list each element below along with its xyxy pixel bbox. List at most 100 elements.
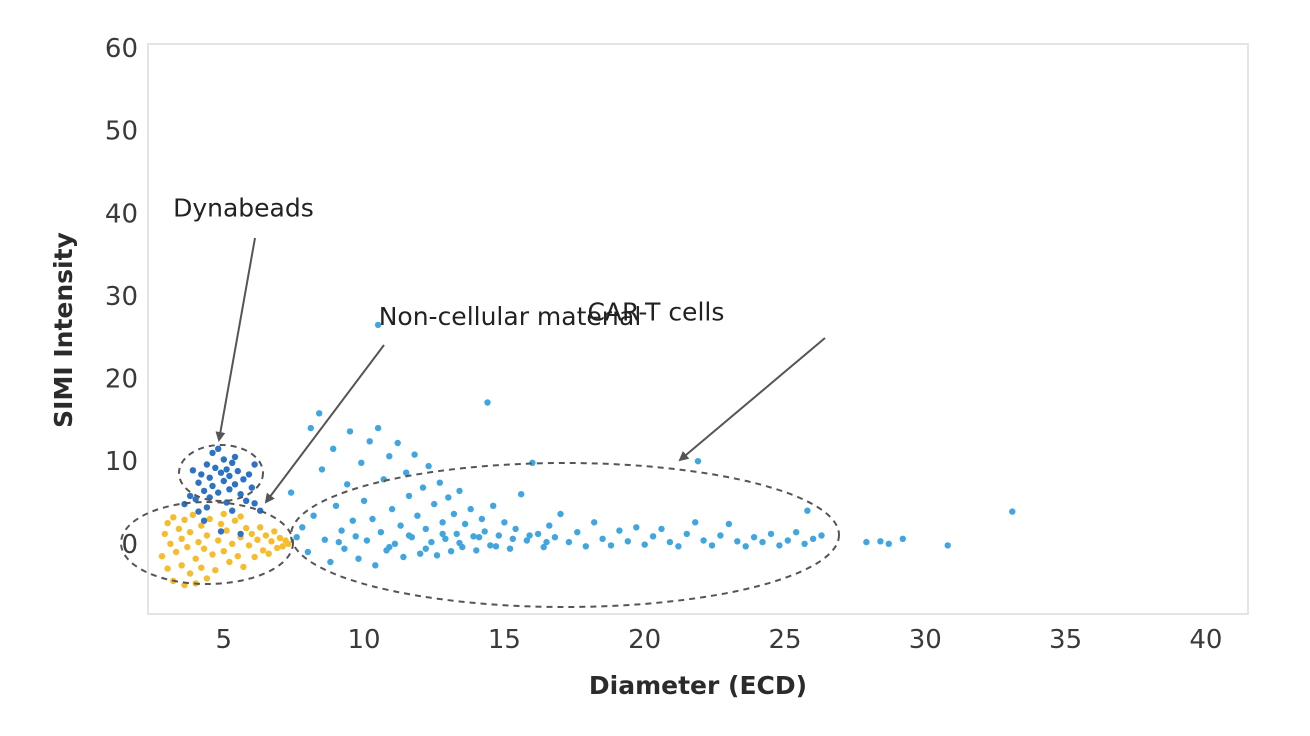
data-point [243, 524, 250, 532]
data-point [1009, 508, 1016, 515]
data-point [346, 428, 354, 435]
data-point [649, 533, 657, 540]
data-point [198, 471, 205, 478]
data-point [683, 530, 690, 538]
data-point [243, 497, 250, 504]
data-point [495, 532, 502, 539]
x-tick-label: 30 [909, 625, 942, 655]
data-point [245, 471, 253, 478]
data-point [251, 553, 258, 561]
data-point [212, 464, 219, 471]
non-cellular-arrow [264, 344, 385, 504]
data-point [231, 481, 239, 488]
data-point [206, 474, 213, 481]
data-point [405, 492, 413, 500]
x-axis-title: Diameter (ECD) [589, 671, 807, 700]
data-point [172, 548, 180, 556]
data-point [540, 543, 547, 551]
data-point [209, 482, 216, 490]
data-point [599, 535, 606, 542]
data-point [546, 522, 553, 529]
data-point [271, 528, 278, 535]
y-tick-label: 20 [105, 365, 138, 395]
data-point [212, 567, 219, 574]
data-point [551, 534, 559, 541]
data-point [461, 520, 469, 528]
data-point [265, 550, 272, 557]
data-point [181, 516, 188, 523]
data-point [229, 507, 236, 514]
data-point [478, 515, 486, 523]
data-point [372, 562, 379, 569]
data-point [304, 548, 312, 556]
data-point [206, 515, 213, 523]
data-point [192, 496, 199, 503]
data-point [456, 487, 463, 495]
data-point [276, 534, 284, 542]
data-point [809, 535, 817, 542]
data-point [257, 524, 264, 531]
data-point [557, 510, 564, 518]
data-point [245, 542, 253, 549]
x-tick-label: 40 [1189, 625, 1222, 655]
data-point [374, 321, 382, 329]
data-point [203, 532, 211, 539]
data-point [231, 517, 239, 524]
data-point [341, 545, 348, 552]
data-point [215, 537, 222, 544]
data-point [175, 525, 183, 533]
data-point [287, 489, 295, 496]
data-point [439, 530, 446, 538]
data-point [490, 502, 497, 509]
data-point [397, 522, 404, 529]
data-point [442, 535, 449, 542]
data-point [220, 510, 227, 518]
data-point [419, 484, 427, 491]
data-point [431, 500, 438, 508]
data-point [200, 517, 208, 524]
data-point [338, 527, 345, 534]
cluster-ellipses [120, 444, 840, 608]
data-point [321, 536, 328, 543]
data-point [492, 543, 500, 550]
data-point [262, 532, 270, 539]
data-point [501, 519, 508, 526]
data-point [254, 536, 261, 543]
data-point [784, 537, 791, 544]
data-point [189, 511, 197, 519]
data-point [450, 510, 458, 518]
data-point [380, 476, 387, 483]
data-point [209, 551, 216, 558]
data-point [251, 500, 258, 507]
data-point [445, 494, 452, 501]
data-point [161, 530, 168, 538]
data-point [534, 530, 542, 538]
data-point [675, 543, 682, 550]
data-point [694, 458, 702, 465]
data-point [425, 462, 432, 470]
y-tick-label: 10 [105, 447, 138, 477]
y-axis-title: SIMI Intensity [49, 232, 78, 428]
x-tick-label: 10 [348, 625, 381, 655]
x-tick-label: 25 [768, 625, 801, 655]
data-point [231, 453, 239, 461]
data-point [215, 445, 222, 452]
data-point [487, 542, 494, 549]
data-point [195, 479, 202, 486]
y-tick-label: 30 [105, 282, 138, 312]
data-point [248, 484, 255, 491]
x-tick-labels: 5 10 15 20 25 30 35 40 [215, 625, 1222, 655]
data-point [944, 542, 951, 549]
data-point [352, 533, 359, 540]
data-point [229, 540, 236, 547]
data-point [692, 519, 699, 526]
data-point [200, 545, 208, 552]
data-point [332, 502, 340, 509]
data-point [217, 528, 225, 535]
data-point [484, 399, 491, 406]
data-point [189, 467, 197, 474]
x-tick-label: 35 [1049, 625, 1082, 655]
data-point [223, 527, 230, 534]
data-point [220, 456, 227, 463]
